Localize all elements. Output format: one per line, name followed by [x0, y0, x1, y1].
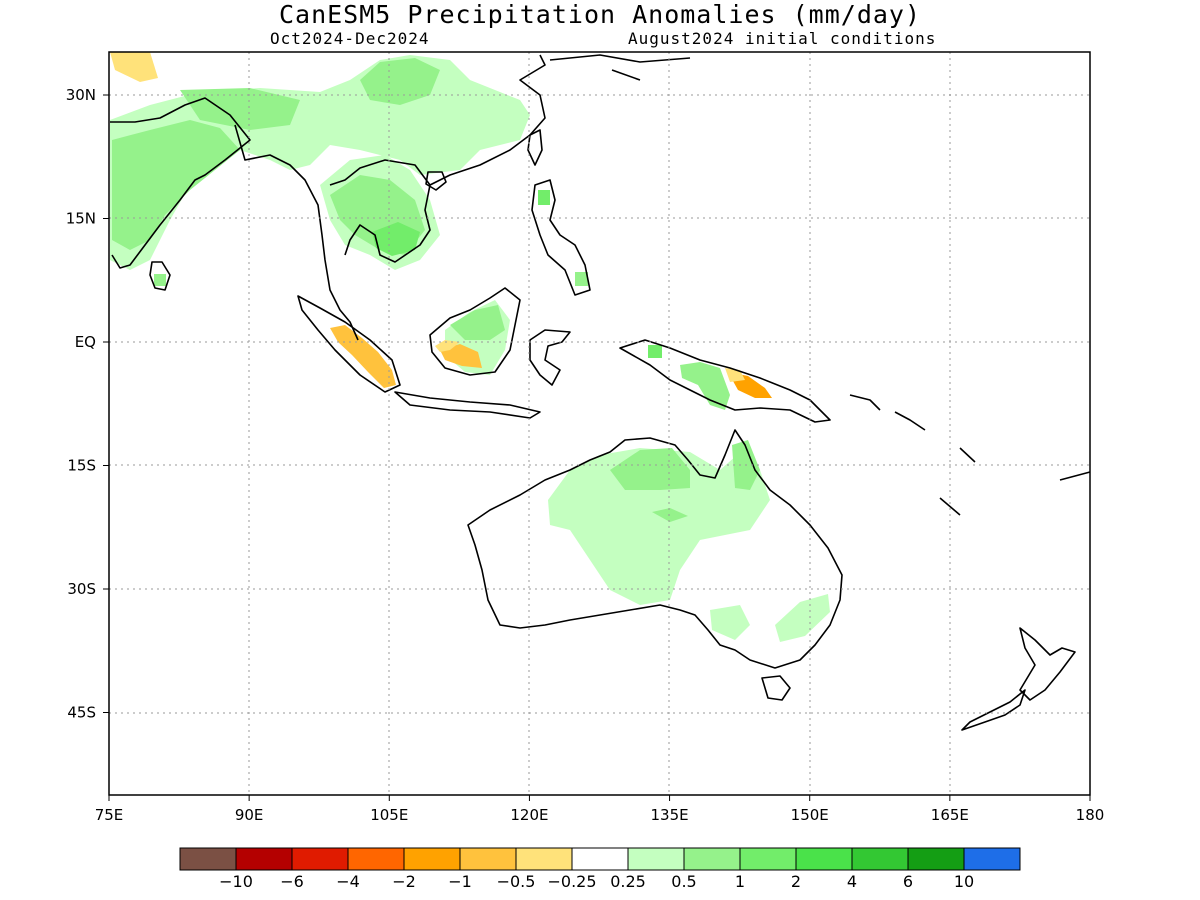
- lon-tick-label: 120E: [510, 806, 548, 824]
- colorbar-swatch: [515, 847, 573, 871]
- north-australia-wet: [548, 448, 770, 605]
- cambodia-wet: [372, 222, 420, 256]
- sri-lanka-coastline: [149, 261, 171, 291]
- longitude-axis: 75E 90E 105E 120E 135E 150E 165E 180: [95, 795, 1105, 824]
- lat-tick-label: 30S: [67, 580, 96, 598]
- colorbar-swatch: [235, 847, 293, 871]
- sri-lanka-wet: [154, 274, 166, 286]
- colorbar-label: −1: [448, 872, 472, 891]
- new-guinea-wet: [680, 362, 730, 410]
- lat-tick-label: 15N: [66, 210, 96, 228]
- colorbar-swatch: [347, 847, 405, 871]
- india-wet-core: [112, 120, 240, 250]
- anomaly-fields: [110, 52, 830, 642]
- gridlines: [109, 52, 1090, 795]
- hainan-coastline: [425, 171, 447, 191]
- arabia-dry: [110, 52, 158, 82]
- lat-tick-label: 30N: [66, 86, 96, 104]
- java-coastline: [394, 391, 541, 419]
- new-zealand-north-coastline: [1019, 627, 1076, 701]
- new-guinea-coastline: [619, 339, 831, 423]
- borneo-dry: [440, 344, 482, 368]
- borneo-dry-light: [435, 340, 460, 352]
- lat-tick-label: EQ: [75, 333, 96, 351]
- mindanao-wet: [575, 272, 588, 286]
- colorbar-swatch: [963, 847, 1021, 871]
- colorbar-swatch: [571, 847, 629, 871]
- borneo-coastline: [429, 287, 521, 376]
- sulawesi-coastline: [529, 329, 571, 386]
- colorbar-swatch: [795, 847, 853, 871]
- colorbar-label: 4: [847, 872, 857, 891]
- bengal-wet: [180, 88, 300, 130]
- tasmania-coastline: [761, 675, 791, 701]
- lon-tick-label: 165E: [931, 806, 969, 824]
- colorbar-label: 0.5: [671, 872, 696, 891]
- lon-tick-label: 105E: [370, 806, 408, 824]
- lon-tick-label: 180: [1076, 806, 1105, 824]
- colorbar-label: −0.25: [547, 872, 596, 891]
- colorbar-swatch: [179, 847, 237, 871]
- coastlines: [110, 54, 1091, 731]
- chart-title: CanESM5 Precipitation Anomalies (mm/day): [278, 0, 922, 29]
- latitude-axis: 30N 15N EQ 15S 30S 45S: [66, 86, 109, 722]
- south-asia-mainland-coastline: [234, 54, 546, 341]
- central-australia-wet: [652, 508, 688, 522]
- lat-tick-label: 15S: [67, 457, 96, 475]
- colorbar-swatch: [403, 847, 461, 871]
- colorbar-label: 6: [903, 872, 913, 891]
- north-australia-wet-core: [610, 448, 690, 490]
- taiwan-coastline: [527, 129, 543, 166]
- new-zealand-south-coastline: [961, 689, 1026, 731]
- colorbar-swatch: [627, 847, 685, 871]
- lon-tick-label: 150E: [791, 806, 829, 824]
- colorbar-label: 0.25: [610, 872, 646, 891]
- colorbar-swatch: [291, 847, 349, 871]
- india-coastline: [110, 97, 251, 269]
- initial-conditions-label: August2024 initial conditions: [628, 29, 937, 48]
- colorbar-swatch: [683, 847, 741, 871]
- period-label: Oct2024-Dec2024: [270, 29, 430, 48]
- borneo-wet-core: [450, 305, 505, 340]
- colorbar-swatch: [851, 847, 909, 871]
- colorbar-swatch: [459, 847, 517, 871]
- tibet-wet-core: [360, 58, 440, 105]
- luzon-wet: [538, 190, 550, 205]
- lon-tick-label: 135E: [651, 806, 689, 824]
- southeast-australia-wet: [710, 605, 750, 640]
- philippines-coastline: [531, 179, 591, 296]
- colorbar-label: −4: [336, 872, 360, 891]
- lon-tick-label: 75E: [95, 806, 124, 824]
- colorbar-label: 1: [735, 872, 745, 891]
- halmahera-wet: [648, 345, 662, 358]
- lon-tick-label: 90E: [235, 806, 264, 824]
- sumatra-dry: [330, 325, 396, 388]
- colorbar-swatch: [739, 847, 797, 871]
- pacific-islands-coastline: [549, 54, 1091, 516]
- colorbar-label: 10: [954, 872, 974, 891]
- colorbar-label: −6: [280, 872, 304, 891]
- colorbar-label: 2: [791, 872, 801, 891]
- sumatra-coastline: [297, 295, 401, 393]
- colorbar-label: −0.5: [497, 872, 536, 891]
- colorbar-label: −10: [219, 872, 253, 891]
- australia-coastline: [467, 429, 843, 669]
- plot-frame: [108, 51, 1091, 796]
- colorbar-label: −2: [392, 872, 416, 891]
- east-australia-wet: [775, 594, 830, 642]
- lat-tick-label: 45S: [67, 704, 96, 722]
- colorbar: −10 −6 −4 −2 −1 −0.5 −0.25 0.25 0.5 1 2 4 6 10: [179, 847, 1021, 891]
- colorbar-swatch: [907, 847, 965, 871]
